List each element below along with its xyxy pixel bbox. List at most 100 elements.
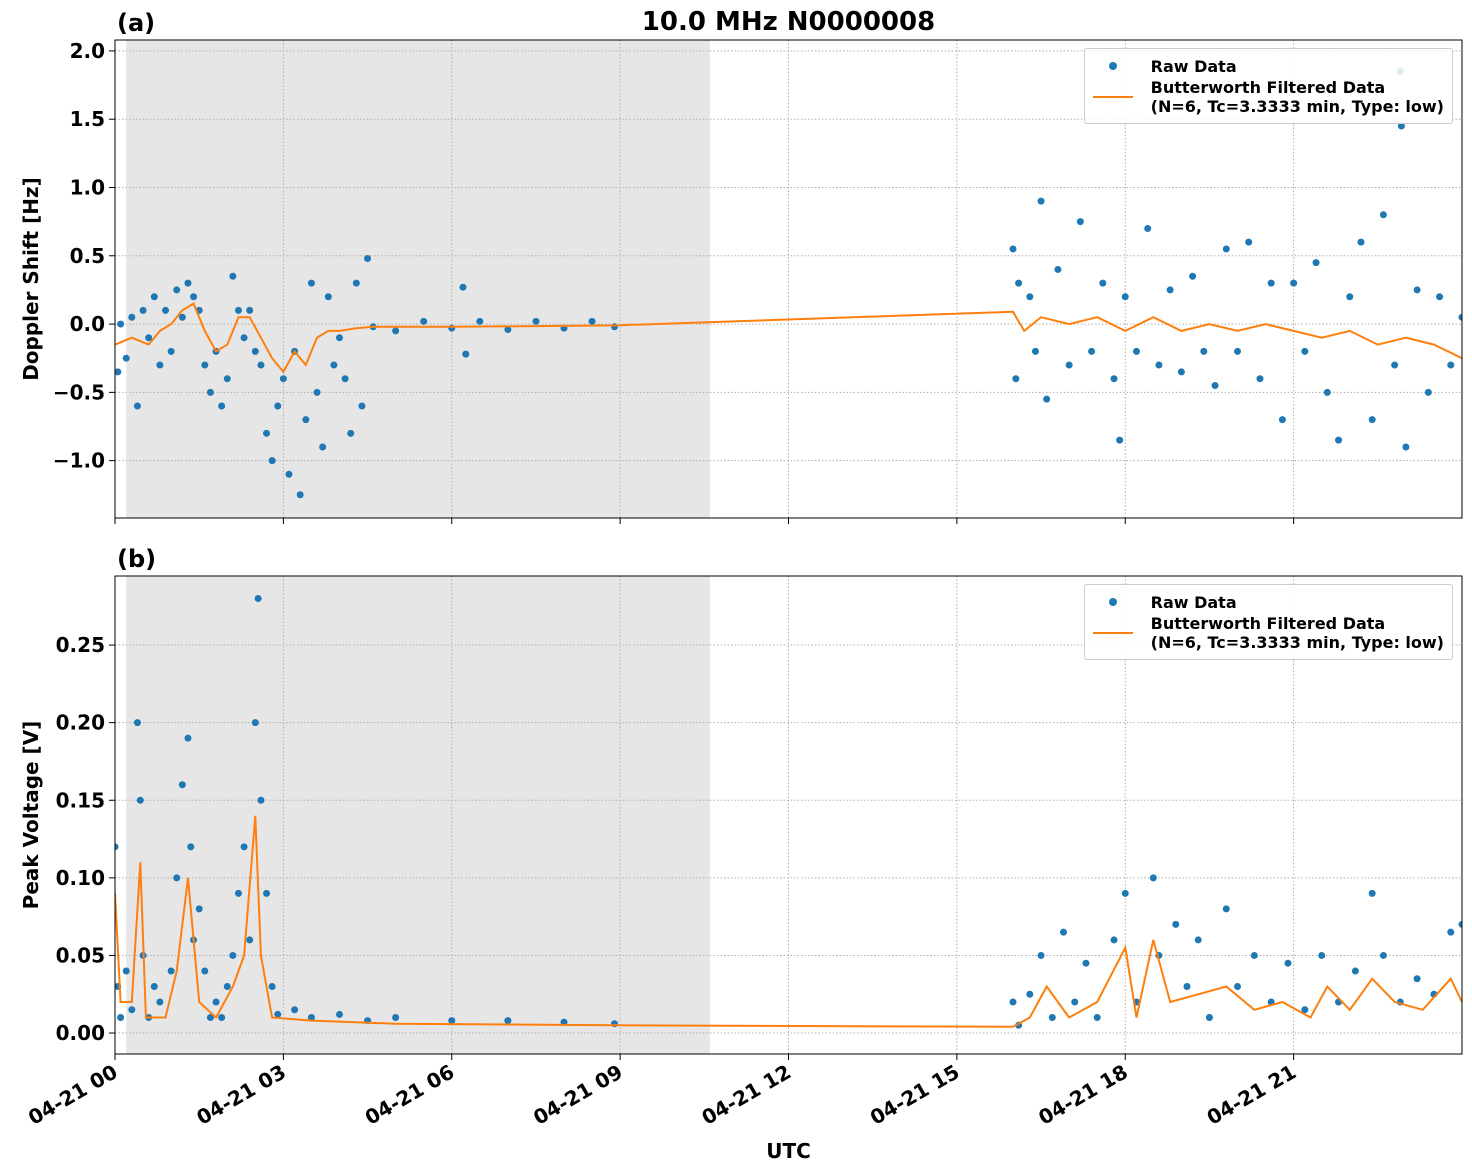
raw-point	[504, 1017, 512, 1025]
raw-point	[1458, 920, 1462, 928]
raw-point	[274, 402, 282, 410]
raw-point	[246, 306, 254, 314]
raw-point	[218, 402, 226, 410]
raw-point	[448, 1017, 456, 1025]
raw-point	[234, 306, 242, 314]
x-tick-label: 04-21 09	[529, 1060, 627, 1130]
chart-title: 10.0 MHz N0000008	[642, 7, 935, 37]
raw-point	[1015, 279, 1023, 287]
raw-point	[167, 967, 175, 975]
plot-area	[115, 595, 1462, 1029]
raw-point	[1031, 347, 1039, 355]
raw-point	[476, 317, 484, 325]
y-tick-label: 0.0	[70, 312, 105, 336]
x-tick-label: 04-21 03	[192, 1060, 290, 1130]
raw-point	[341, 375, 349, 383]
raw-point	[268, 457, 276, 465]
raw-point	[206, 1014, 214, 1022]
raw-point	[392, 327, 400, 335]
y-tick-label: 0.25	[56, 633, 105, 657]
raw-point	[187, 843, 195, 851]
raw-point	[178, 781, 186, 789]
raw-point	[1458, 313, 1462, 321]
raw-point	[145, 334, 153, 342]
raw-point	[1048, 1014, 1056, 1022]
raw-point	[336, 1010, 343, 1018]
raw-point	[1245, 238, 1253, 246]
raw-point	[1076, 218, 1084, 226]
raw-point	[128, 1006, 136, 1014]
night-shade	[126, 40, 710, 518]
raw-point	[296, 491, 304, 499]
raw-point	[532, 317, 540, 325]
raw-point	[150, 982, 158, 990]
raw-point	[1379, 951, 1387, 959]
raw-point	[1368, 416, 1376, 424]
raw-point	[117, 320, 125, 328]
y-tick-label: −1.0	[53, 449, 105, 473]
raw-point	[1166, 286, 1174, 294]
raw-point	[251, 719, 259, 727]
raw-point	[1009, 245, 1017, 253]
raw-point	[1250, 951, 1258, 959]
raw-point	[128, 313, 136, 321]
x-axis-label: UTC	[766, 1139, 811, 1163]
raw-point	[133, 719, 141, 727]
raw-point	[268, 982, 276, 990]
y-tick-label: 0.05	[56, 943, 105, 967]
y-tick-label: −0.5	[53, 380, 105, 404]
raw-point	[1413, 975, 1421, 983]
raw-point	[257, 361, 265, 369]
raw-point	[1099, 279, 1107, 287]
raw-point	[117, 1014, 125, 1022]
raw-point	[178, 313, 186, 321]
raw-point	[240, 843, 248, 851]
raw-point	[1012, 375, 1020, 383]
raw-point	[504, 326, 512, 334]
raw-point	[254, 595, 262, 603]
raw-point	[1379, 211, 1387, 219]
legend-key	[1093, 592, 1133, 612]
legend-item: Raw Data	[1093, 592, 1444, 612]
raw-point	[420, 317, 428, 325]
x-tick-label: 04-21 18	[1034, 1060, 1132, 1130]
raw-point	[1183, 982, 1191, 990]
axes-frame	[114, 39, 1463, 519]
raw-point	[150, 293, 158, 301]
raw-point	[319, 443, 327, 451]
raw-point	[1357, 238, 1365, 246]
raw-point	[1200, 347, 1208, 355]
raw-point	[1284, 959, 1292, 967]
raw-point	[1116, 436, 1124, 444]
raw-point	[1256, 375, 1264, 383]
legend-key	[1093, 56, 1133, 76]
raw-point	[1065, 361, 1073, 369]
raw-point	[1318, 951, 1326, 959]
legend-item: Raw Data	[1093, 56, 1444, 76]
legend-key	[1092, 623, 1133, 643]
x-tick-label: 04-21 06	[361, 1060, 459, 1130]
raw-point	[336, 334, 343, 342]
raw-point	[1060, 928, 1068, 936]
raw-point	[1071, 998, 1079, 1006]
raw-point	[229, 272, 237, 280]
raw-point	[1402, 443, 1410, 451]
raw-point	[201, 967, 209, 975]
legend-label: Butterworth Filtered Data (N=6, Tc=3.333…	[1150, 614, 1444, 652]
raw-point	[324, 293, 332, 301]
raw-point	[1082, 959, 1090, 967]
y-axis-label: Doppler Shift [Hz]	[19, 177, 43, 381]
y-tick-label: 0.00	[56, 1021, 105, 1045]
raw-point	[1301, 347, 1309, 355]
y-axis-label: Peak Voltage [V]	[19, 721, 43, 910]
raw-point	[212, 998, 220, 1006]
raw-point	[1323, 388, 1331, 396]
raw-point	[1278, 416, 1286, 424]
raw-point	[1397, 122, 1405, 130]
raw-point	[1267, 279, 1275, 287]
raw-point	[1368, 889, 1376, 897]
legend: Raw Data Butterworth Filtered Data (N=6, …	[1083, 48, 1453, 124]
filtered-line	[115, 815, 1462, 1028]
raw-point	[122, 967, 130, 975]
